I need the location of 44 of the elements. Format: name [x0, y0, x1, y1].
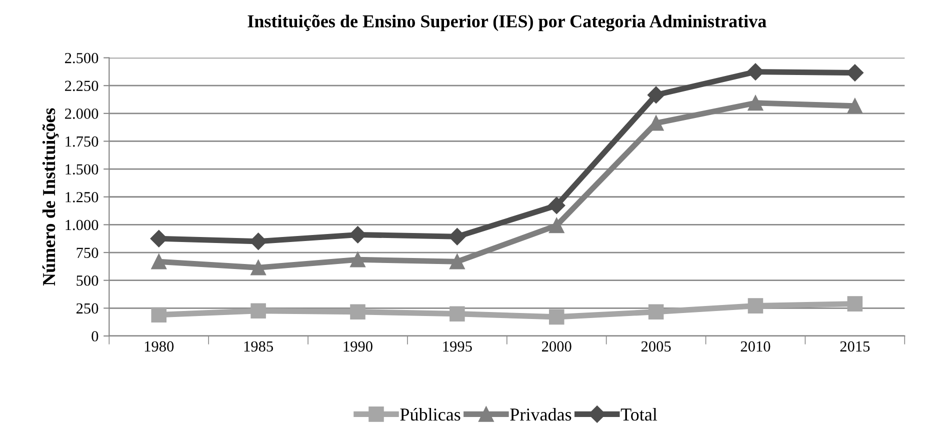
point	[450, 254, 465, 270]
point	[350, 304, 366, 320]
y-tick-label: 2.500	[65, 52, 98, 64]
x-tick-label: 1985	[244, 341, 273, 352]
x-tick-label: 1990	[344, 341, 372, 352]
legend-label: Privadas	[510, 408, 572, 421]
y-tick-label: 2.000	[65, 108, 98, 119]
point	[548, 218, 564, 234]
point	[648, 304, 664, 320]
y-tick-label: 250	[76, 303, 98, 314]
y-tick-label: 500	[76, 275, 98, 286]
y-tick-label: 2.250	[65, 80, 98, 92]
point	[151, 254, 167, 270]
y-tick-label: 750	[76, 248, 98, 258]
point	[250, 260, 266, 276]
point	[151, 307, 167, 322]
point	[548, 309, 564, 325]
point	[847, 296, 863, 312]
point	[250, 303, 266, 318]
x-tick-label: 1980	[144, 341, 174, 352]
point	[548, 196, 566, 214]
x-tick-label: 2000	[542, 341, 572, 352]
y-tick-label: 1.250	[66, 192, 98, 202]
y-axis-title: Número de Instituições	[42, 108, 59, 286]
point	[648, 86, 665, 104]
point	[748, 95, 764, 111]
y-tick-label: 1.750	[66, 136, 98, 147]
x-tick-label: 2010	[740, 341, 770, 352]
y-tick-label: 0	[92, 331, 98, 342]
legend-label: Total	[620, 408, 658, 421]
y-tick-label: 1.500	[66, 164, 98, 175]
point	[150, 230, 168, 248]
point	[448, 228, 466, 246]
x-tick-label: 2005	[641, 341, 671, 352]
y-tick-label: 1.000	[66, 220, 98, 230]
x-tick-label: 2015	[840, 341, 870, 352]
x-tick-label: 1995	[443, 341, 472, 352]
point	[450, 306, 465, 322]
point	[748, 298, 764, 314]
point	[350, 252, 366, 268]
point	[349, 226, 366, 244]
point	[847, 98, 863, 114]
chart-title: Instituições de Ensino Superior (IES) por Categoria Administrativa	[248, 14, 766, 32]
legend-label: Públicas	[400, 408, 460, 421]
